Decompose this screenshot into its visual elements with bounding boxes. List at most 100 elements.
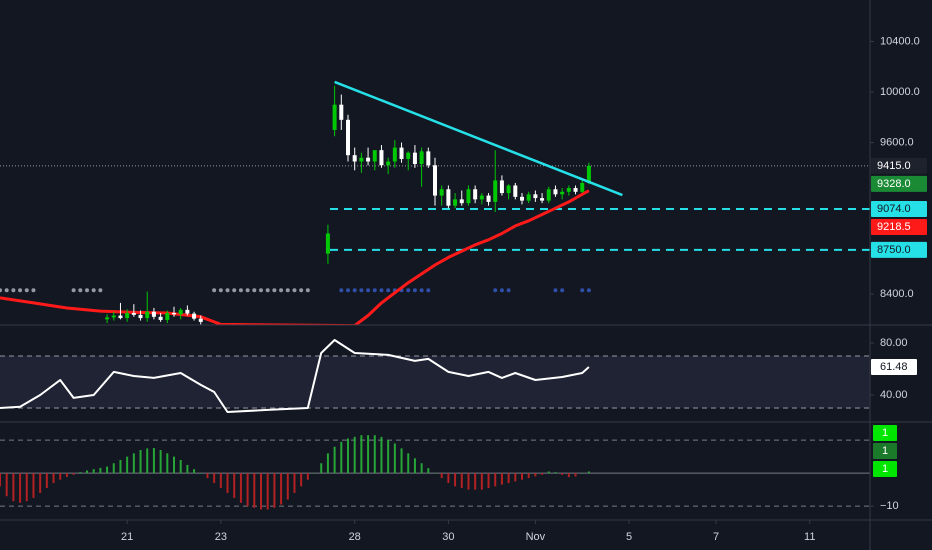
candle-body <box>439 189 444 196</box>
histogram-bar <box>186 464 189 474</box>
histogram-bar <box>0 473 1 487</box>
candle-body <box>486 195 491 202</box>
histogram-bar <box>474 473 477 490</box>
histogram-bar <box>119 459 122 474</box>
indicator-dot <box>346 288 350 293</box>
histogram-bar <box>239 473 242 503</box>
x-tick-label: 11 <box>804 531 815 543</box>
histogram-bar <box>112 463 115 474</box>
candle-body <box>499 180 504 194</box>
candle-body <box>533 194 538 199</box>
indicator-value-box <box>873 443 897 459</box>
histogram-bar <box>5 473 8 497</box>
candle-body <box>526 194 531 201</box>
histogram-bar <box>487 473 490 488</box>
indicator-dot <box>379 288 384 293</box>
price-label: 9218.5 <box>877 221 911 233</box>
indicator-dot <box>78 288 83 293</box>
histogram-bar <box>173 456 175 474</box>
indicator-dot <box>499 288 504 293</box>
histogram-bar <box>286 473 289 500</box>
indicator-dot <box>0 288 2 293</box>
candle-body <box>473 189 478 200</box>
indicator-dot <box>493 288 498 293</box>
candle-body <box>493 180 498 202</box>
indicator-dot <box>406 288 411 293</box>
indicator-dot <box>85 288 89 293</box>
histogram-bar <box>199 473 202 474</box>
candle-body <box>192 313 197 319</box>
candle-body <box>553 189 558 195</box>
histogram-bar <box>166 453 169 474</box>
price-pane <box>0 80 870 325</box>
indicator-dot <box>272 288 277 293</box>
histogram-bar <box>106 466 109 474</box>
candle-body <box>125 313 130 319</box>
histogram-pane <box>0 435 870 510</box>
histogram-bar <box>527 473 530 479</box>
histogram-bar <box>146 448 149 474</box>
candle-body <box>198 318 203 322</box>
histogram-bar <box>253 473 256 508</box>
indicator-value: 1 <box>882 463 888 475</box>
candle-body <box>580 182 585 192</box>
indicator-dot <box>225 288 230 293</box>
candle-body <box>586 165 591 183</box>
candle-body <box>573 188 578 192</box>
candle-body <box>466 189 471 204</box>
histogram-bar <box>293 473 296 493</box>
x-tick-label: 28 <box>349 531 361 543</box>
histogram-bar <box>193 469 196 474</box>
candle-body <box>352 155 357 162</box>
indicator-dot <box>359 288 364 293</box>
price-label-box <box>871 241 927 258</box>
histogram-bar <box>19 473 22 503</box>
axes: 21 23 28 30 Nov 5 7 118400.09600.010000.010400.… <box>121 35 927 543</box>
histogram-bar <box>219 473 222 488</box>
indicator-dot <box>18 288 23 293</box>
candle-body <box>426 151 431 166</box>
indicator-dot <box>419 288 424 293</box>
indicator-value-box <box>873 461 897 477</box>
histogram-bar <box>393 443 396 474</box>
candle-body <box>399 147 404 159</box>
histogram-bar <box>99 467 102 474</box>
histogram-bar <box>233 473 236 498</box>
histogram-bar <box>32 473 35 498</box>
histogram-bar <box>561 473 564 475</box>
histogram-bar <box>65 473 68 478</box>
histogram-bar <box>407 453 410 474</box>
candle-body <box>392 147 397 162</box>
histogram-bar <box>306 473 309 480</box>
histogram-bar <box>367 435 370 474</box>
histogram-bar <box>273 473 276 508</box>
indicator-dot <box>245 288 250 293</box>
rsi-line <box>0 339 590 413</box>
candle-body <box>459 199 464 204</box>
indicator-dot <box>91 288 96 293</box>
histogram-bar <box>521 473 523 480</box>
indicator-dot <box>4 288 9 293</box>
indicator-dot <box>292 288 297 293</box>
histogram-bar <box>454 473 457 487</box>
histogram-bar <box>313 473 316 474</box>
y-tick-label: 10000.0 <box>880 86 920 98</box>
indicator-dot <box>98 288 103 293</box>
histogram-bar <box>340 441 343 474</box>
price-label: 9415.0 <box>877 160 911 172</box>
histogram-bar <box>500 473 503 485</box>
price-label-box <box>871 175 927 192</box>
histogram-bar <box>79 472 82 474</box>
rsi-y-tick-label: 40.00 <box>880 389 908 401</box>
histogram-bar <box>333 446 336 474</box>
candle-body <box>178 309 183 315</box>
histogram-bar <box>480 473 483 490</box>
histogram-bar <box>59 473 62 480</box>
indicator-dot <box>218 288 223 293</box>
histogram-bar <box>514 473 517 482</box>
candle-body <box>131 313 136 315</box>
histogram-bar <box>447 473 450 484</box>
histogram-bar <box>320 463 323 474</box>
y-tick-label: 9600.0 <box>880 136 914 148</box>
